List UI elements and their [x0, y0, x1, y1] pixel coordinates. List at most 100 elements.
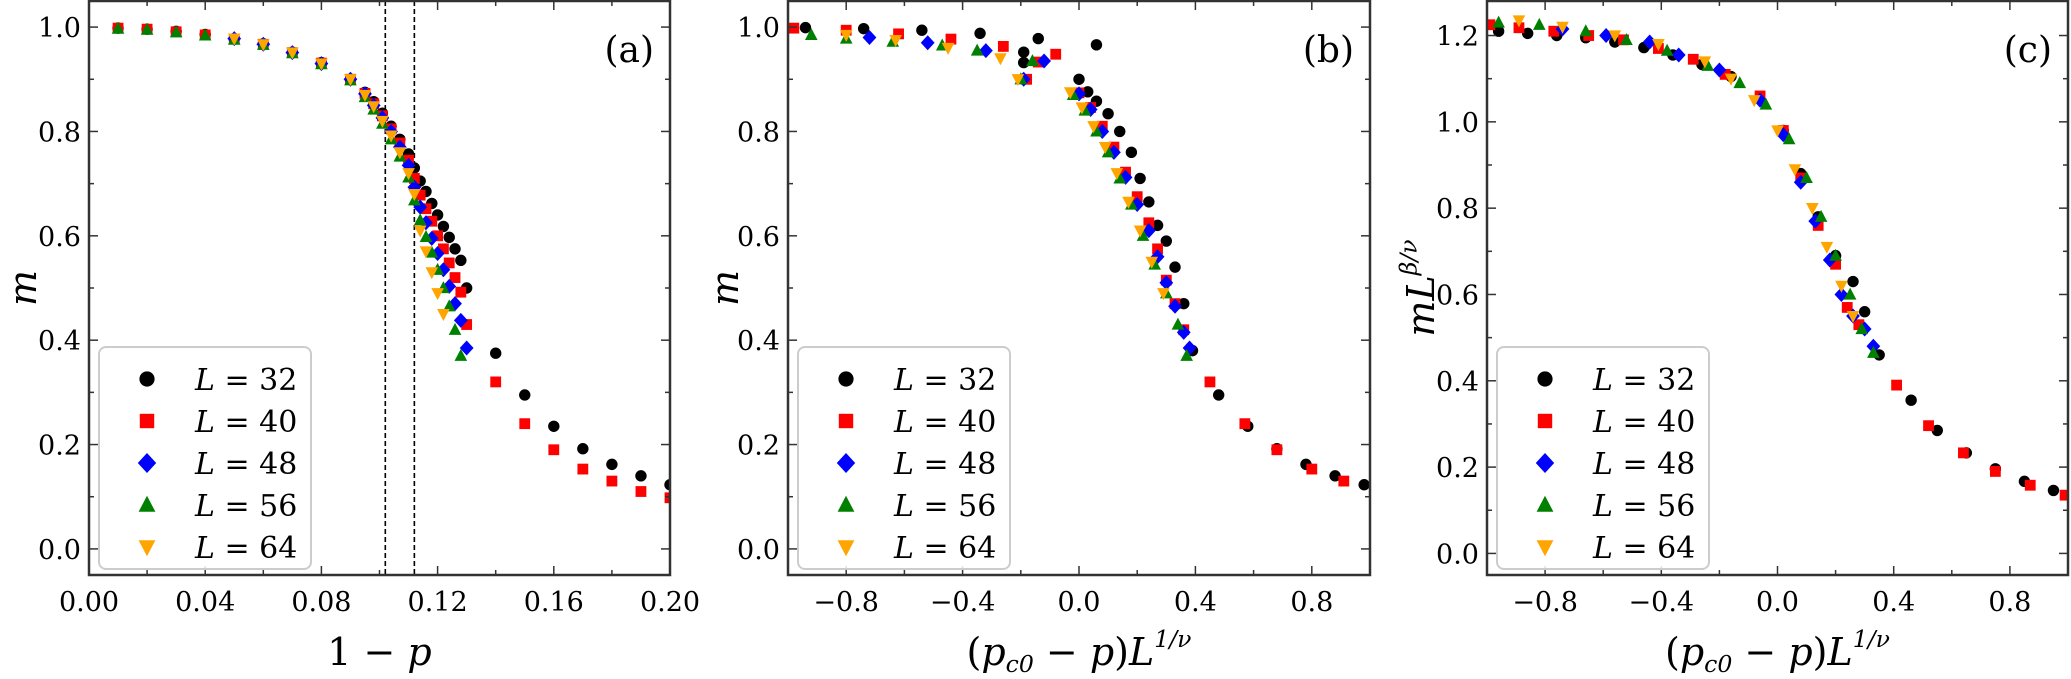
point-l56: [1759, 97, 1773, 110]
legend-label: L = 40: [194, 405, 297, 440]
point-l32: [1134, 172, 1146, 185]
point-l48: [862, 30, 877, 46]
point-l64: [402, 168, 415, 181]
point-l40: [2024, 479, 2036, 491]
series-l48: [862, 30, 1197, 356]
point-l64: [1820, 241, 1834, 254]
x-tick-label: −0.4: [1629, 587, 1695, 618]
point-l56: [1782, 132, 1796, 145]
point-l48: [1107, 144, 1121, 160]
point-l40: [1204, 376, 1216, 388]
point-l32: [1090, 39, 1103, 51]
y-tick-label: 0.8: [1436, 194, 1479, 225]
point-l32: [1018, 46, 1030, 58]
legend-label: L = 64: [194, 531, 297, 566]
point-l32: [664, 479, 670, 491]
point-l40: [438, 243, 449, 255]
point-l40: [788, 22, 800, 34]
point-l40: [1923, 420, 1934, 432]
point-l40: [519, 418, 531, 430]
legend-marker-l40: [139, 413, 155, 429]
point-l32: [1847, 275, 1859, 288]
x-axis-label: 1 − p: [327, 630, 432, 674]
legend-item: L = 32: [838, 363, 996, 398]
legend-item: L = 64: [837, 531, 996, 566]
legend: L = 32 L = 40 L = 48 L = 56 L = 64: [1496, 346, 1710, 570]
point-l56: [425, 245, 439, 258]
point-l48: [1671, 47, 1686, 63]
legend-item: L = 48: [137, 447, 297, 482]
legend-label: L = 32: [1592, 363, 1695, 398]
x-tick-label: 0.4: [1174, 587, 1217, 618]
legend-marker-l48: [1535, 453, 1555, 473]
series-l56: [1492, 15, 1880, 358]
point-l64: [1846, 310, 1860, 323]
point-l32: [1521, 27, 1534, 40]
point-l56: [448, 322, 462, 335]
point-l40: [945, 33, 957, 45]
point-l64: [1110, 168, 1124, 181]
point-l56: [1579, 24, 1593, 37]
point-l64: [437, 308, 450, 321]
x-tick-label: 0.0: [1058, 587, 1101, 618]
point-l48: [1159, 275, 1174, 291]
point-l56: [1492, 15, 1505, 28]
y-tick-label: 0.6: [38, 222, 81, 253]
point-l64: [994, 53, 1007, 66]
point-l32: [1169, 261, 1181, 273]
legend-marker-l56: [1536, 495, 1554, 512]
point-l56: [1800, 171, 1813, 184]
point-l64: [257, 39, 270, 52]
point-l64: [1087, 121, 1100, 134]
point-l48: [1712, 62, 1727, 78]
point-l40: [893, 28, 904, 40]
y-axis-label: m: [1, 270, 45, 306]
point-l64: [431, 288, 444, 301]
point-l64: [1806, 203, 1819, 216]
point-l48: [978, 43, 993, 59]
point-l56: [970, 43, 984, 56]
legend: L = 32 L = 40 L = 48 L = 56 L = 64: [797, 346, 1011, 570]
legend-marker-l56: [138, 495, 156, 512]
x-tick-label: −0.4: [930, 587, 996, 618]
point-l40: [461, 319, 473, 330]
point-l32: [437, 220, 450, 233]
point-l32: [1358, 479, 1370, 491]
point-l64: [358, 89, 372, 102]
point-l64: [1556, 21, 1569, 34]
point-l64: [1835, 280, 1848, 293]
point-l32: [519, 389, 531, 401]
series-l64: [839, 29, 1170, 301]
point-l64: [1747, 95, 1761, 108]
point-l56: [1101, 145, 1115, 158]
point-l40: [432, 230, 443, 242]
x-tick-label: −0.8: [813, 587, 879, 618]
point-l40: [1487, 19, 1496, 31]
legend-marker-l64: [1536, 540, 1554, 557]
series-l56: [804, 28, 1193, 361]
point-l32: [1931, 424, 1943, 437]
point-l56: [1843, 287, 1857, 300]
series-l64: [227, 33, 450, 321]
point-l40: [1687, 53, 1699, 65]
point-l56: [1620, 32, 1633, 45]
point-l40: [635, 486, 647, 497]
point-l56: [804, 28, 818, 41]
point-l64: [1145, 256, 1159, 269]
point-l56: [169, 25, 183, 38]
point-l40: [1143, 217, 1155, 229]
legend-label: L = 32: [893, 363, 996, 398]
point-l40: [443, 257, 455, 269]
point-l64: [1512, 15, 1526, 28]
legend-marker-l64: [837, 540, 855, 557]
legend-label: L = 56: [893, 489, 996, 524]
point-l64: [1608, 30, 1622, 43]
point-l40: [1841, 302, 1853, 313]
panel-b: −0.8 −0.4 0.0 0.4 0.8 0.0 0.2 0.4 0.6 0.8 1.0 (b) (p…: [703, 0, 1372, 678]
panel-a: 0.00 0.04 0.08 0.12 0.16 0.20 0.0 0.2 0.4 0.6 0.8 1…: [1, 0, 700, 674]
point-l40: [1338, 475, 1350, 487]
panel-c: −0.8 −0.4 0.0 0.4 0.8 0.0 0.2 0.4 0.6 0.8 1.0 1.2 (c…: [1394, 0, 2070, 678]
point-l48: [459, 340, 474, 356]
y-tick-label: 0.4: [1436, 367, 1479, 398]
